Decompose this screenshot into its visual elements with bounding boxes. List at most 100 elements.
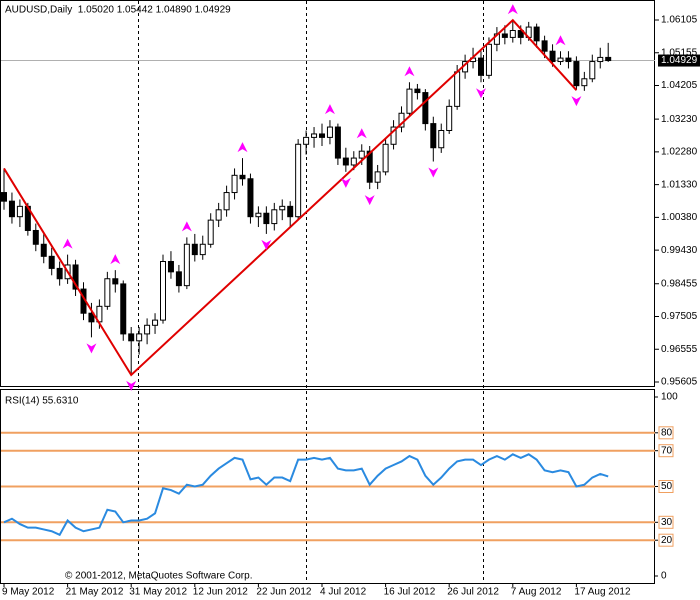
candle-body bbox=[88, 312, 95, 323]
copyright: © 2001-2012, MetaQuotes Software Corp. bbox=[65, 571, 252, 582]
candle-body bbox=[247, 178, 254, 218]
fractal-up bbox=[237, 142, 248, 153]
candle-body bbox=[446, 105, 453, 131]
candle-body bbox=[271, 209, 278, 225]
candle-body bbox=[485, 43, 492, 76]
candle-body bbox=[565, 57, 572, 63]
candle-body bbox=[136, 333, 143, 342]
x-tick-label: 7 Aug 2012 bbox=[511, 587, 562, 598]
y-tick-label: 0.96555 bbox=[661, 344, 698, 355]
level-label-box bbox=[658, 515, 674, 529]
candle-body bbox=[207, 219, 214, 245]
level-label-box bbox=[658, 444, 674, 458]
candle-body bbox=[597, 56, 604, 63]
y-tick-label: 70 bbox=[661, 445, 673, 456]
x-tick-label: 12 Jun 2012 bbox=[193, 587, 248, 598]
x-tick-label: 17 Aug 2012 bbox=[574, 587, 631, 598]
y-tick-label: 30 bbox=[661, 517, 673, 528]
candle-body bbox=[72, 264, 79, 290]
candle-body bbox=[1, 192, 7, 202]
candle-body bbox=[160, 261, 166, 321]
candle-body bbox=[549, 50, 556, 63]
x-tick-label: 16 Jul 2012 bbox=[384, 587, 436, 598]
y-tick-label: 100 bbox=[661, 392, 678, 403]
fractal-down bbox=[476, 88, 486, 99]
candle-body bbox=[16, 205, 23, 218]
fractal-down bbox=[364, 195, 375, 206]
candle-body bbox=[144, 324, 151, 335]
x-tick-label: 21 May 2012 bbox=[66, 587, 124, 598]
candle-body bbox=[191, 243, 198, 256]
y-tick-label: 1.03230 bbox=[661, 114, 698, 125]
y-tick-label: 1.00380 bbox=[661, 212, 698, 223]
fractal-down bbox=[428, 167, 439, 178]
y-tick-label: 1.05155 bbox=[661, 47, 698, 58]
candle-body bbox=[56, 267, 63, 280]
candle-body bbox=[334, 126, 341, 159]
symbol-header: AUDUSD,Daily 1.05020 1.05442 1.04890 1.0… bbox=[5, 5, 231, 16]
candle-body bbox=[215, 209, 222, 221]
fractal-up bbox=[110, 254, 121, 265]
candle-body bbox=[152, 319, 159, 326]
y-tick-label: 1.04205 bbox=[661, 80, 698, 91]
fractal-down bbox=[340, 177, 351, 188]
candle-body bbox=[478, 57, 484, 76]
candle-body bbox=[295, 143, 302, 218]
rsi-line bbox=[3, 453, 609, 537]
y-tick-label: 0.95605 bbox=[661, 377, 698, 388]
fractal-up bbox=[555, 35, 566, 46]
candle-body bbox=[605, 56, 612, 62]
candle-body bbox=[430, 123, 437, 149]
candle-body bbox=[112, 278, 119, 285]
candle-body bbox=[390, 126, 397, 145]
candle-body bbox=[319, 133, 325, 138]
rsi-title: RSI(14) 55.6310 bbox=[5, 396, 79, 407]
y-tick-label: 1.02280 bbox=[661, 147, 698, 158]
candle-body bbox=[104, 278, 111, 307]
fractal-up bbox=[62, 238, 73, 249]
candle-body bbox=[183, 243, 190, 287]
y-tick-label: 0.97505 bbox=[661, 311, 698, 322]
candle-body bbox=[374, 171, 381, 183]
fractal-down bbox=[571, 96, 582, 107]
candle-body bbox=[311, 133, 318, 138]
level-label-box bbox=[658, 426, 674, 440]
candle-body bbox=[128, 333, 135, 342]
candle-body bbox=[199, 243, 206, 256]
fractal-up bbox=[181, 221, 192, 232]
candle-body bbox=[541, 40, 548, 52]
candle-body bbox=[358, 150, 365, 159]
fractal-up bbox=[507, 4, 518, 15]
candle-body bbox=[263, 212, 270, 225]
candle-body bbox=[557, 57, 564, 63]
candle-body bbox=[175, 271, 182, 287]
candle-body bbox=[589, 61, 596, 80]
candle-body bbox=[422, 92, 429, 125]
candle-body bbox=[366, 150, 373, 183]
last-price-box bbox=[658, 54, 700, 67]
candle-body bbox=[231, 174, 238, 194]
candle-body bbox=[414, 88, 421, 94]
y-tick-label: 50 bbox=[661, 481, 673, 492]
y-tick-label: 80 bbox=[661, 427, 673, 438]
y-tick-label: 0.99430 bbox=[661, 245, 698, 256]
x-tick-label: 4 Jul 2012 bbox=[320, 587, 367, 598]
fractal-down bbox=[86, 343, 97, 354]
x-tick-label: 26 Jul 2012 bbox=[447, 587, 499, 598]
candle-body bbox=[326, 126, 333, 138]
candle-body bbox=[32, 229, 39, 245]
candle-body bbox=[406, 88, 413, 114]
candle-body bbox=[287, 205, 294, 218]
period-separators bbox=[138, 1, 484, 583]
fractal-up bbox=[324, 104, 335, 115]
candle-body bbox=[223, 192, 230, 211]
last-price-label: 1.04929 bbox=[661, 55, 698, 66]
candle-body bbox=[40, 243, 47, 257]
candle-body bbox=[573, 61, 580, 87]
fractal-up bbox=[356, 128, 367, 139]
y-tick-label: 0 bbox=[661, 571, 667, 582]
candle-body bbox=[255, 212, 262, 218]
x-tick-label: 9 May 2012 bbox=[2, 587, 55, 598]
